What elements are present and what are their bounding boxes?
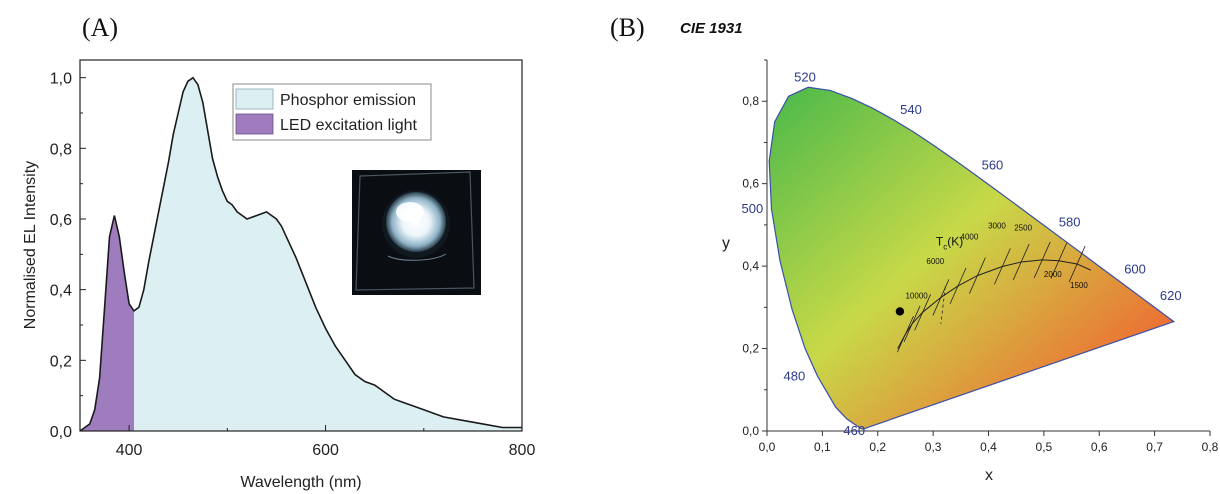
wavelength-label: 560 <box>982 158 1004 173</box>
isotherm-line <box>1033 241 1051 279</box>
legend-label-led: LED excitation light <box>280 117 418 134</box>
y-tick-label: 0,4 <box>50 283 72 300</box>
cie-y-tick-label: 0,8 <box>742 94 759 108</box>
cct-label: 2500 <box>1014 223 1032 232</box>
cie-x-tick-label: 0,2 <box>869 440 886 454</box>
wavelength-label: 480 <box>784 368 806 383</box>
inset-substrate <box>355 171 475 291</box>
isotherm-line <box>897 315 914 353</box>
x-tick-label: 800 <box>509 442 536 459</box>
legend-swatch-led <box>235 113 274 135</box>
cie-y-axis-label: y <box>722 235 730 252</box>
cie-y-tick-label: 0,2 <box>742 342 759 356</box>
isotherm-line <box>993 248 1011 285</box>
led-area <box>80 215 135 431</box>
spectrum-fills <box>80 77 522 431</box>
cie-chart: 0,0 0,1 0,2 0,3 0,4 0,5 0,6 0,7 0,8 0,0 0,2 0,4 0,6 0… <box>722 59 1219 484</box>
isotherm-line <box>1050 242 1068 279</box>
wavelength-label: 580 <box>1059 214 1081 229</box>
cie-x-tick-label: 0,8 <box>1202 440 1219 454</box>
cct-label: 1500 <box>1070 281 1088 290</box>
cie-x-tick-label: 0,6 <box>1091 440 1108 454</box>
cct-label: 4000 <box>961 233 979 242</box>
plot-frame <box>79 59 523 432</box>
spectrum-line <box>79 76 522 432</box>
legend-label-phosphor: Phosphor emission <box>280 92 416 109</box>
legend-swatch-phosphor <box>235 88 274 110</box>
y-axis-label: Normalised EL Intensity <box>22 161 39 329</box>
cie-x-tick-label: 0,3 <box>925 440 942 454</box>
led-photo-inset <box>352 170 481 295</box>
y-tick-label: 0,8 <box>50 141 72 158</box>
chromaticity-point <box>895 307 905 316</box>
y-tick-label: 0,6 <box>50 212 72 229</box>
cie-title: CIE 1931 <box>680 20 743 37</box>
cie-x-tick-label: 0,4 <box>980 440 997 454</box>
wavelength-label: 500 <box>742 201 764 216</box>
cct-label: 6000 <box>926 257 944 266</box>
led-highlight <box>396 202 424 222</box>
y-tick-label: 0,2 <box>50 353 72 370</box>
axis-ticks: 0,0 0,2 0,4 0,6 0,8 1,0 400 600 800 <box>50 71 536 459</box>
x-tick-label: 600 <box>312 442 339 459</box>
cie-y-tick-label: 0,4 <box>742 259 759 273</box>
led-rim <box>387 253 447 261</box>
wavelength-label: 600 <box>1124 261 1146 276</box>
y-tick-label: 1,0 <box>50 71 72 88</box>
isotherm-line <box>932 279 950 316</box>
spectrum-curve <box>79 76 522 432</box>
panel-a-label: (A) <box>82 13 118 42</box>
cie-x-tick-label: 0,0 <box>759 440 776 454</box>
isotherm-line <box>914 294 931 331</box>
gamut-base <box>769 87 1174 430</box>
cie-x-tick-label: 0,5 <box>1036 440 1053 454</box>
isotherm-line <box>1012 243 1030 281</box>
cct-label: 10000 <box>905 291 928 300</box>
cie-x-tick-label: 0,1 <box>814 440 831 454</box>
wavelength-label: 540 <box>900 102 922 117</box>
y-tick-label: 0,0 <box>50 424 72 441</box>
wavelength-label: 620 <box>1160 288 1182 303</box>
isotherm-line <box>969 257 986 294</box>
cct-label: 2000 <box>1044 270 1062 279</box>
isotherm-line <box>1068 245 1086 283</box>
wavelength-label: 460 <box>843 423 865 438</box>
cct-label: 3000 <box>988 221 1006 230</box>
cct-guide-line <box>940 286 946 324</box>
cie-x-tick-label: 0,7 <box>1146 440 1163 454</box>
isotherm-line <box>903 305 921 342</box>
gamut-fill <box>769 87 1174 430</box>
spectral-locus <box>768 86 1176 430</box>
cct-labels: 10000 6000 4000 3000 2500 2000 1500 Tc(K) <box>905 221 1088 300</box>
wavelength-labels: 460 480 500 520 540 560 580 600 620 <box>742 69 1182 438</box>
cie-y-tick-label: 0,0 <box>742 424 759 438</box>
led-glow <box>386 192 446 252</box>
legend: Phosphor emission LED excitation light <box>232 83 432 141</box>
cie-x-axis-label: x <box>985 467 993 484</box>
cie-y-tick-label: 0,6 <box>742 177 759 191</box>
phosphor-area <box>134 77 522 431</box>
planckian-locus-group <box>895 241 1092 353</box>
isotherm-line <box>949 267 967 305</box>
cct-axis-title: Tc(K) <box>936 235 963 252</box>
cie-axes: 0,0 0,1 0,2 0,3 0,4 0,5 0,6 0,7 0,8 0,0 0,2 0,4 0,6 0… <box>742 59 1219 454</box>
spectrum-chart: 0,0 0,2 0,4 0,6 0,8 1,0 400 600 800 Wavelength (… <box>22 59 536 491</box>
panel-b-label: (B) <box>610 13 645 42</box>
x-tick-label: 400 <box>116 442 143 459</box>
x-axis-label: Wavelength (nm) <box>240 474 361 491</box>
wavelength-label: 520 <box>794 69 816 84</box>
